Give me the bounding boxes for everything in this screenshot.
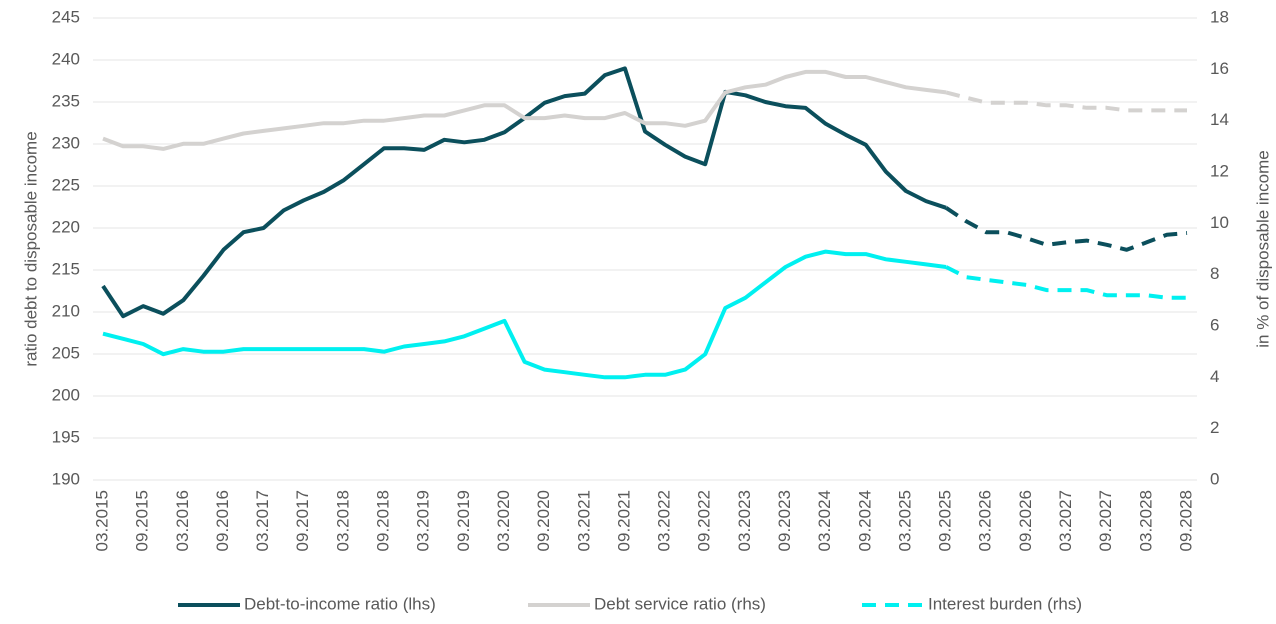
x-tick-label: 03.2019 [414, 490, 433, 551]
x-tick-label: 03.2027 [1056, 490, 1075, 551]
x-tick-label: 03.2015 [93, 490, 112, 551]
x-tick-label: 09.2021 [614, 490, 633, 551]
y-tick-label: 210 [52, 301, 80, 320]
x-tick-label: 03.2018 [333, 490, 352, 551]
y2-tick-label: 8 [1210, 264, 1219, 283]
data-line [102, 249, 947, 380]
y2-tick-label: 2 [1210, 418, 1219, 437]
y2-axis-title: in % of disposable income [1253, 150, 1272, 348]
y-tick-label: 230 [52, 133, 80, 152]
x-tick-label: 09.2016 [213, 490, 232, 551]
x-tick-label: 03.2021 [574, 490, 593, 551]
x-tick-label: 03.2020 [494, 490, 513, 551]
x-tick-label: 09.2015 [133, 490, 152, 551]
x-tick-label: 09.2027 [1096, 490, 1115, 551]
x-tick-label: 03.2022 [655, 490, 674, 551]
x-tick-label: 03.2028 [1136, 490, 1155, 551]
y2-tick-label: 6 [1210, 315, 1219, 334]
y-tick-label: 245 [52, 7, 80, 26]
x-tick-label: 03.2016 [173, 490, 192, 551]
y-tick-label: 235 [52, 91, 80, 110]
x-tick-label: 09.2017 [293, 490, 312, 551]
y2-tick-label: 10 [1210, 213, 1229, 232]
y2-tick-label: 18 [1210, 7, 1229, 26]
y-tick-label: 220 [52, 217, 80, 236]
x-tick-label: 09.2023 [775, 490, 794, 551]
forecast-line [945, 265, 1187, 300]
x-tick-label: 03.2017 [253, 490, 272, 551]
y2-tick-label: 0 [1210, 469, 1219, 488]
y-axis-title: ratio debt to disposable income [21, 131, 40, 366]
data-line [102, 69, 947, 151]
legend-label: Interest burden (rhs) [928, 594, 1082, 613]
y-tick-label: 205 [52, 343, 80, 362]
y-tick-label: 225 [52, 175, 80, 194]
x-tick-label: 09.2025 [936, 490, 955, 551]
y-tick-label: 195 [52, 427, 80, 446]
data-line [101, 66, 947, 319]
y2-tick-label: 16 [1210, 59, 1229, 78]
x-tick-label: 03.2023 [735, 490, 754, 551]
x-tick-label: 09.2020 [534, 490, 553, 551]
y-tick-label: 215 [52, 259, 80, 278]
y2-tick-label: 14 [1210, 110, 1229, 129]
x-tick-label: 03.2025 [895, 490, 914, 551]
x-tick-label: 09.2018 [374, 490, 393, 551]
y-tick-label: 190 [52, 469, 80, 488]
x-tick-label: 03.2024 [815, 490, 834, 551]
legend-label: Debt-to-income ratio (lhs) [244, 594, 436, 613]
forecast-line [944, 206, 1188, 252]
legend-label: Debt service ratio (rhs) [594, 594, 766, 613]
x-tick-label: 09.2019 [454, 490, 473, 551]
x-tick-label: 09.2028 [1176, 490, 1195, 551]
x-tick-label: 09.2022 [695, 490, 714, 551]
forecast-line [945, 90, 1187, 113]
x-tick-label: 03.2026 [976, 490, 995, 551]
y2-tick-label: 4 [1210, 367, 1219, 386]
x-tick-label: 09.2024 [855, 490, 874, 551]
x-tick-label: 09.2026 [1016, 490, 1035, 551]
y-tick-label: 200 [52, 385, 80, 404]
y-tick-label: 240 [52, 49, 80, 68]
y2-tick-label: 12 [1210, 161, 1229, 180]
